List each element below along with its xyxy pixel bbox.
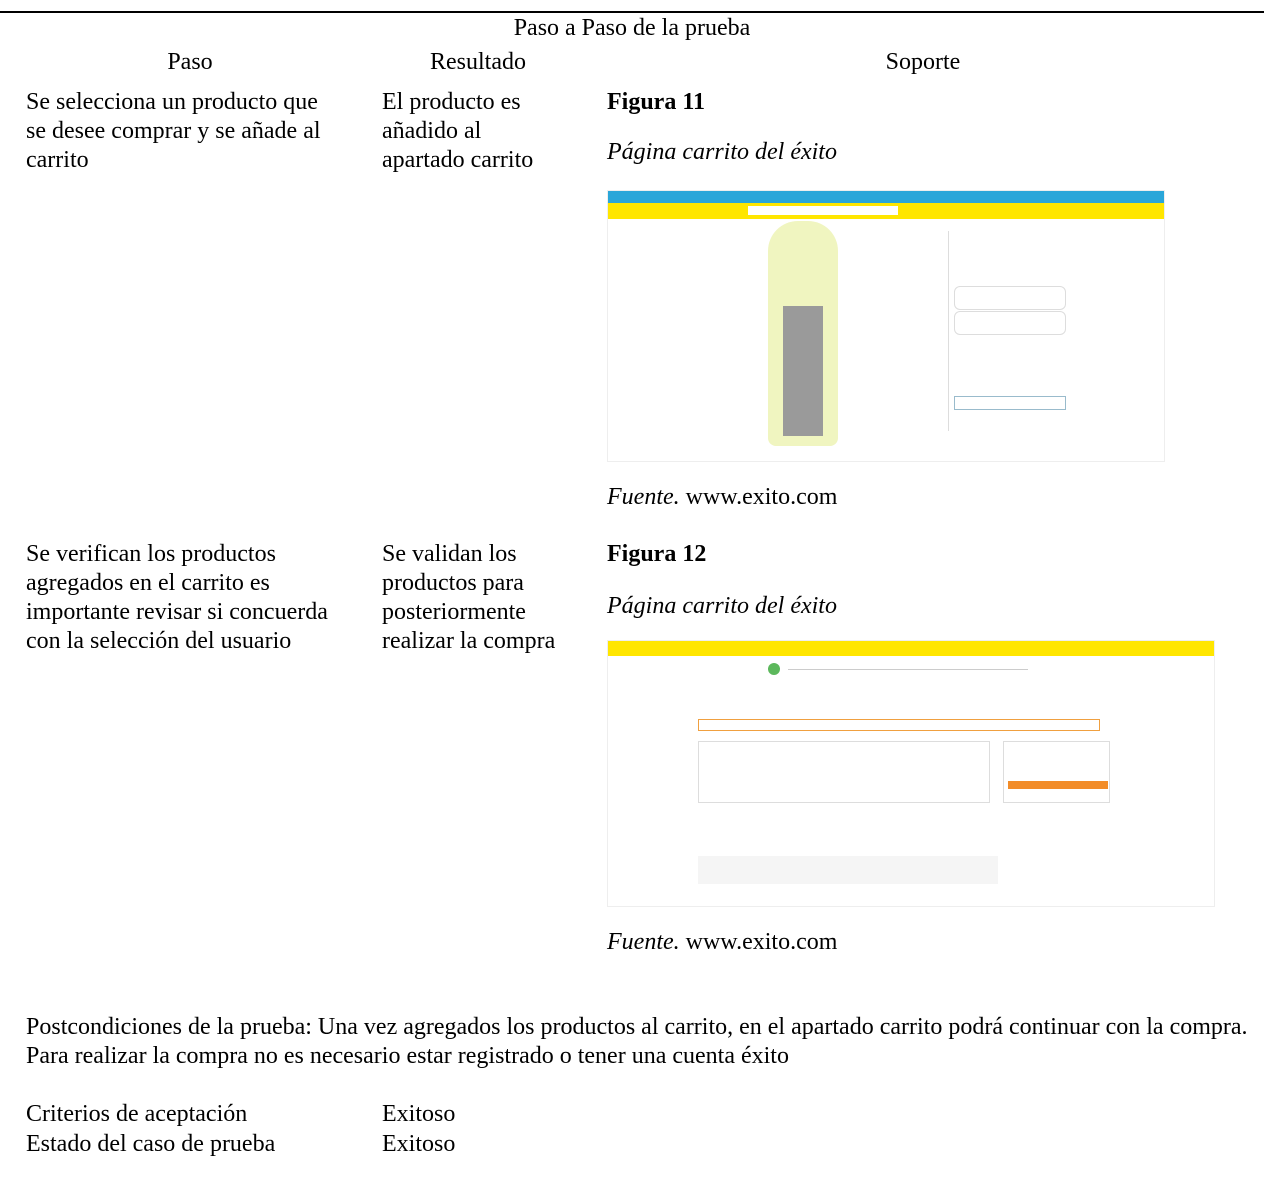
criteria-label: Criterios de aceptación [26, 1101, 248, 1127]
source: www.exito.com [685, 484, 838, 510]
figure-caption: Página carrito del éxito [607, 593, 837, 619]
source: www.exito.com [685, 929, 838, 955]
source-label: Fuente. [607, 929, 680, 955]
criteria-value: Exitoso [382, 1101, 456, 1127]
screenshot [607, 190, 1165, 462]
step: Se selecciona un producto que se desee c… [26, 89, 321, 173]
step: Se verifican los productos agregados en … [26, 541, 328, 654]
figure-caption: Página carrito del éxito [607, 139, 837, 165]
header: Paso [167, 49, 213, 75]
result: Se validan los productos para posteriorm… [382, 541, 556, 654]
figure-source: Fuente. www.exito.com [607, 483, 837, 512]
figure-source: Fuente. www.exito.com [607, 928, 837, 957]
screenshot [607, 640, 1215, 907]
top-rule [0, 11, 1264, 13]
figure-number: Figura 12 [607, 541, 707, 567]
figure-number: Figura 11 [607, 89, 706, 115]
header: Resultado [430, 49, 526, 75]
criteria-label: Estado del caso de prueba [26, 1131, 276, 1157]
result: El producto es añadido al apartado carri… [382, 89, 534, 173]
header: Soporte [885, 49, 961, 75]
postconditions: Postcondiciones de la prueba: Una vez ag… [26, 1014, 1248, 1069]
criteria-value: Exitoso [382, 1131, 456, 1157]
source-label: Fuente. [607, 484, 680, 510]
title: Paso a Paso de la prueba [513, 15, 751, 41]
